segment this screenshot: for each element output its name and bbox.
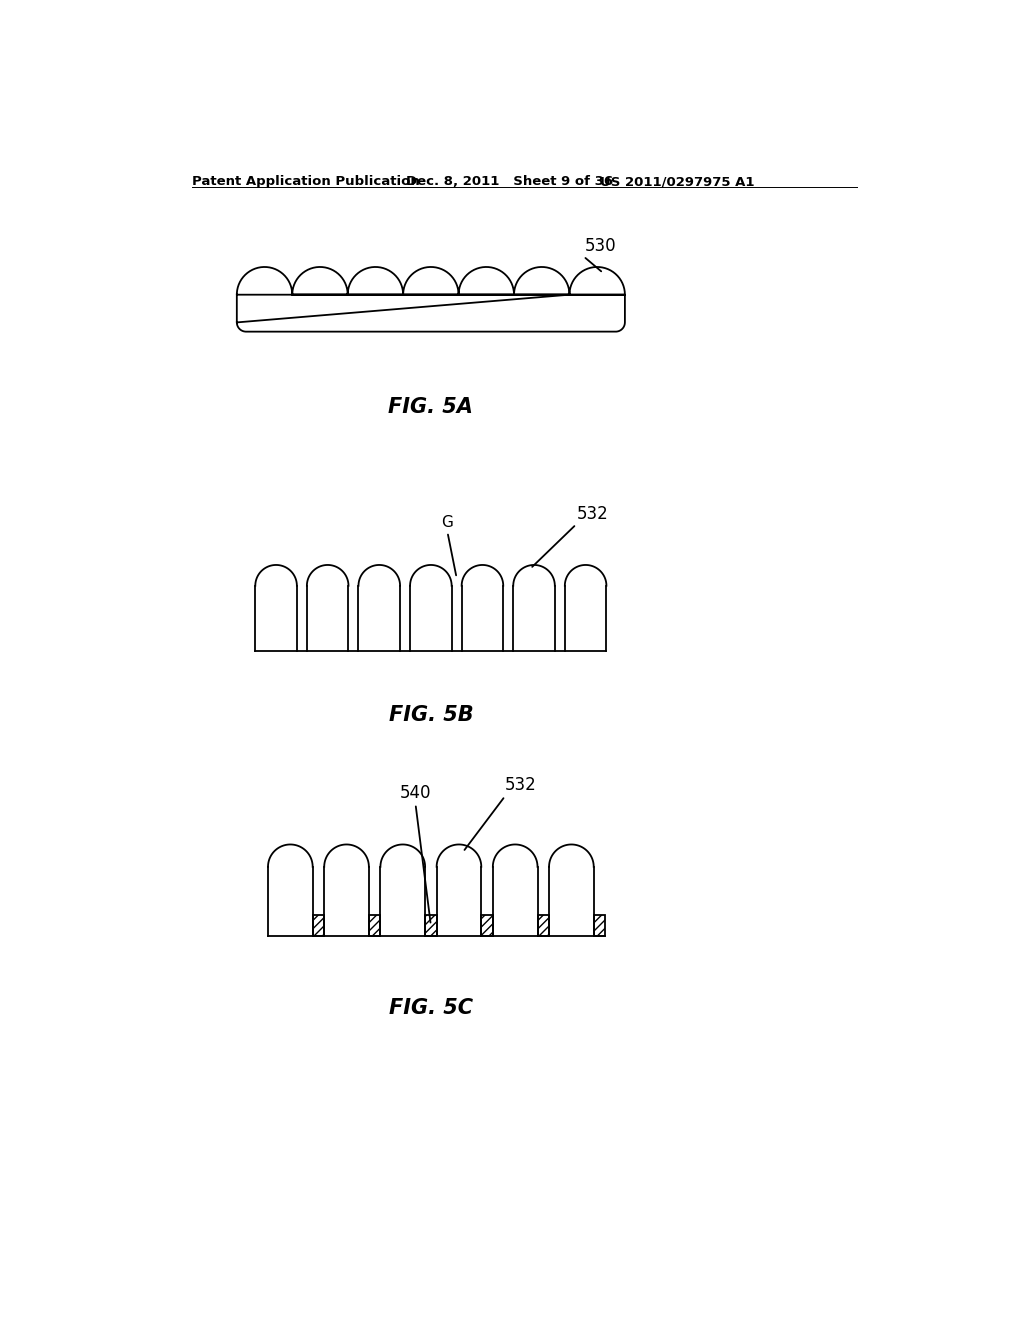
Text: US 2011/0297975 A1: US 2011/0297975 A1 — [600, 176, 755, 189]
Text: FIG. 5C: FIG. 5C — [389, 998, 473, 1018]
Text: Dec. 8, 2011   Sheet 9 of 36: Dec. 8, 2011 Sheet 9 of 36 — [407, 176, 613, 189]
Bar — [369, 915, 381, 936]
Text: FIG. 5A: FIG. 5A — [388, 397, 473, 417]
Text: 530: 530 — [585, 236, 616, 255]
Bar — [481, 915, 493, 936]
Text: 540: 540 — [399, 784, 431, 803]
Text: 532: 532 — [505, 776, 537, 795]
Bar — [538, 915, 549, 936]
Bar — [594, 915, 605, 936]
Text: Patent Application Publication: Patent Application Publication — [193, 176, 420, 189]
Bar — [312, 915, 325, 936]
Text: G: G — [441, 515, 454, 531]
Text: FIG. 5B: FIG. 5B — [388, 705, 473, 725]
Text: 532: 532 — [577, 504, 608, 523]
Bar — [425, 915, 436, 936]
